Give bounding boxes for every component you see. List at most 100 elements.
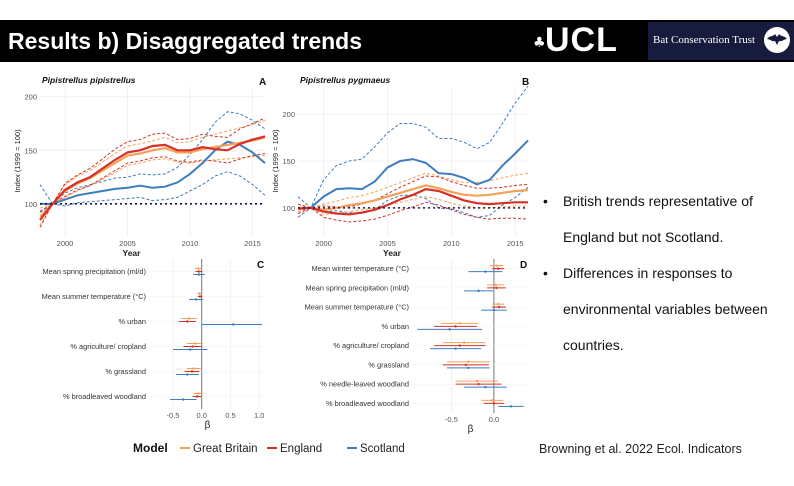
estimate-point-england [495,286,498,290]
coef-panel-d: -0.5 0.0 Mean winter temperature (°C) Mean … [305,259,528,435]
panel-label: A [259,77,266,88]
ci-upper-great-britain [297,172,529,209]
y-axis-label: Index (1999 = 100) [271,129,280,193]
ci-upper-england [297,175,529,209]
x-tick-label: 2010 [182,239,199,248]
y-tick-label: 150 [282,157,295,166]
estimate-point-england [186,320,189,323]
slide-header: Results b) Disaggregated trends ♣ UCL Ba… [0,20,794,62]
bct-logo: Bat Conservation Trust [648,22,794,60]
category-label: Mean spring precipitation (ml/d) [42,267,146,276]
trend-panel-b: 100 150 200 2000 2005 2010 2015 Pipistrellus py… [271,75,529,258]
y-tick-label: 200 [24,93,37,102]
ci-upper-england [39,117,266,212]
ci-lower-scotland [39,171,266,213]
estimate-point-england [497,305,501,309]
estimate-point-england [190,370,194,373]
category-label: % grassland [105,367,146,376]
estimate-point-england [454,325,457,328]
estimate-point-england [477,382,480,386]
x-tick-label: 2005 [119,239,136,248]
estimate-point-great-britain [496,302,500,306]
estimate-point-england [197,270,201,273]
estimate-point-scotland [477,289,480,293]
trend-line-england [297,187,528,216]
x-tick-label: 2005 [379,239,396,248]
ci-upper-scotland [39,111,266,205]
estimate-point-scotland [182,398,185,401]
ci-upper-scotland [297,85,529,209]
plot-area [150,259,265,409]
ucl-portico-icon: ♣ [533,35,546,51]
estimate-point-scotland [509,405,513,408]
bullet-item: • Differences in responses to environmen… [543,255,789,363]
estimate-point-great-britain [494,283,497,287]
panel-label: B [522,77,529,88]
ci-lower-england [39,153,266,228]
estimate-point-england [458,344,462,347]
x-tick-label: 2015 [507,239,524,248]
x-tick-label: 2010 [443,239,460,248]
y-tick-label: 150 [24,146,37,155]
bullet-marker: • [543,193,548,209]
category-label: % agriculture/ cropland [70,342,146,351]
trend-line-scotland [40,140,266,205]
category-label: Mean summer temperature (°C) [305,303,409,312]
estimate-point-scotland [189,348,192,351]
x-axis-label: Year [123,248,142,258]
estimate-point-great-britain [197,267,200,270]
panel-title: Pipistrellus pygmaeus [300,75,390,85]
trend-line-scotland [298,139,529,209]
estimate-point-great-britain [458,322,462,325]
citation: Browning et al. 2022 Ecol. Indicators [539,442,742,456]
x-tick-label: 1.0 [254,411,264,420]
plot-area [413,259,528,413]
estimate-point-great-britain [187,317,191,320]
trend-line-great-britain [298,184,529,211]
y-tick-label: 100 [282,204,295,213]
bullet-text: British trends representative of England… [563,193,753,245]
estimate-point-england [198,295,202,298]
category-label: % urban [381,322,409,331]
x-axis-label: Year [383,248,402,258]
ci-lower-great-britain [39,155,266,226]
slide-title: Results b) Disaggregated trends [8,28,363,54]
results-figure: 100 150 200 2000 2005 2010 2015 Pipistrellus pi… [13,75,529,455]
legend-label: Great Britain [193,443,258,455]
estimate-point-scotland [197,273,201,276]
ucl-wordmark: UCL [545,21,618,59]
category-label: % needle-leaved woodland [320,380,409,389]
estimate-point-england [464,363,468,367]
panel-label: C [257,260,264,271]
estimate-point-scotland [484,270,487,273]
x-tick-label: 0.0 [489,415,499,424]
y-tick-label: 100 [24,200,37,209]
category-label: % broadleaved woodland [326,399,409,408]
estimate-point-great-britain [491,399,494,402]
estimate-point-great-britain [475,379,479,383]
estimate-point-scotland [448,328,451,331]
estimate-point-england [191,345,194,348]
x-tick-label: 2015 [244,239,261,248]
estimate-point-scotland [232,323,235,326]
estimate-point-great-britain [467,360,470,364]
bct-name: Bat Conservation Trust [653,34,756,46]
panel-label: D [520,260,527,271]
x-tick-label: 0.0 [197,411,207,420]
ci-lower-scotland [297,186,529,218]
category-label: Mean winter temperature (°C) [312,264,409,273]
category-label: Mean spring precipitation (ml/d) [305,283,409,292]
chart-legend: Model Great Britain England Scotland [133,441,405,455]
estimate-point-great-britain [197,392,200,395]
bullet-item: • British trends representative of Engla… [543,183,789,255]
category-label: % broadleaved woodland [63,392,146,401]
legend-title: Model [133,441,168,455]
ci-upper-great-britain [39,119,266,209]
estimate-point-great-britain [198,292,201,295]
estimate-point-scotland [194,298,198,301]
x-axis-label: β [468,424,474,435]
estimate-point-scotland [454,347,457,350]
estimate-point-great-britain [495,264,498,267]
estimate-point-england [496,267,500,270]
category-label: % grassland [368,360,409,369]
